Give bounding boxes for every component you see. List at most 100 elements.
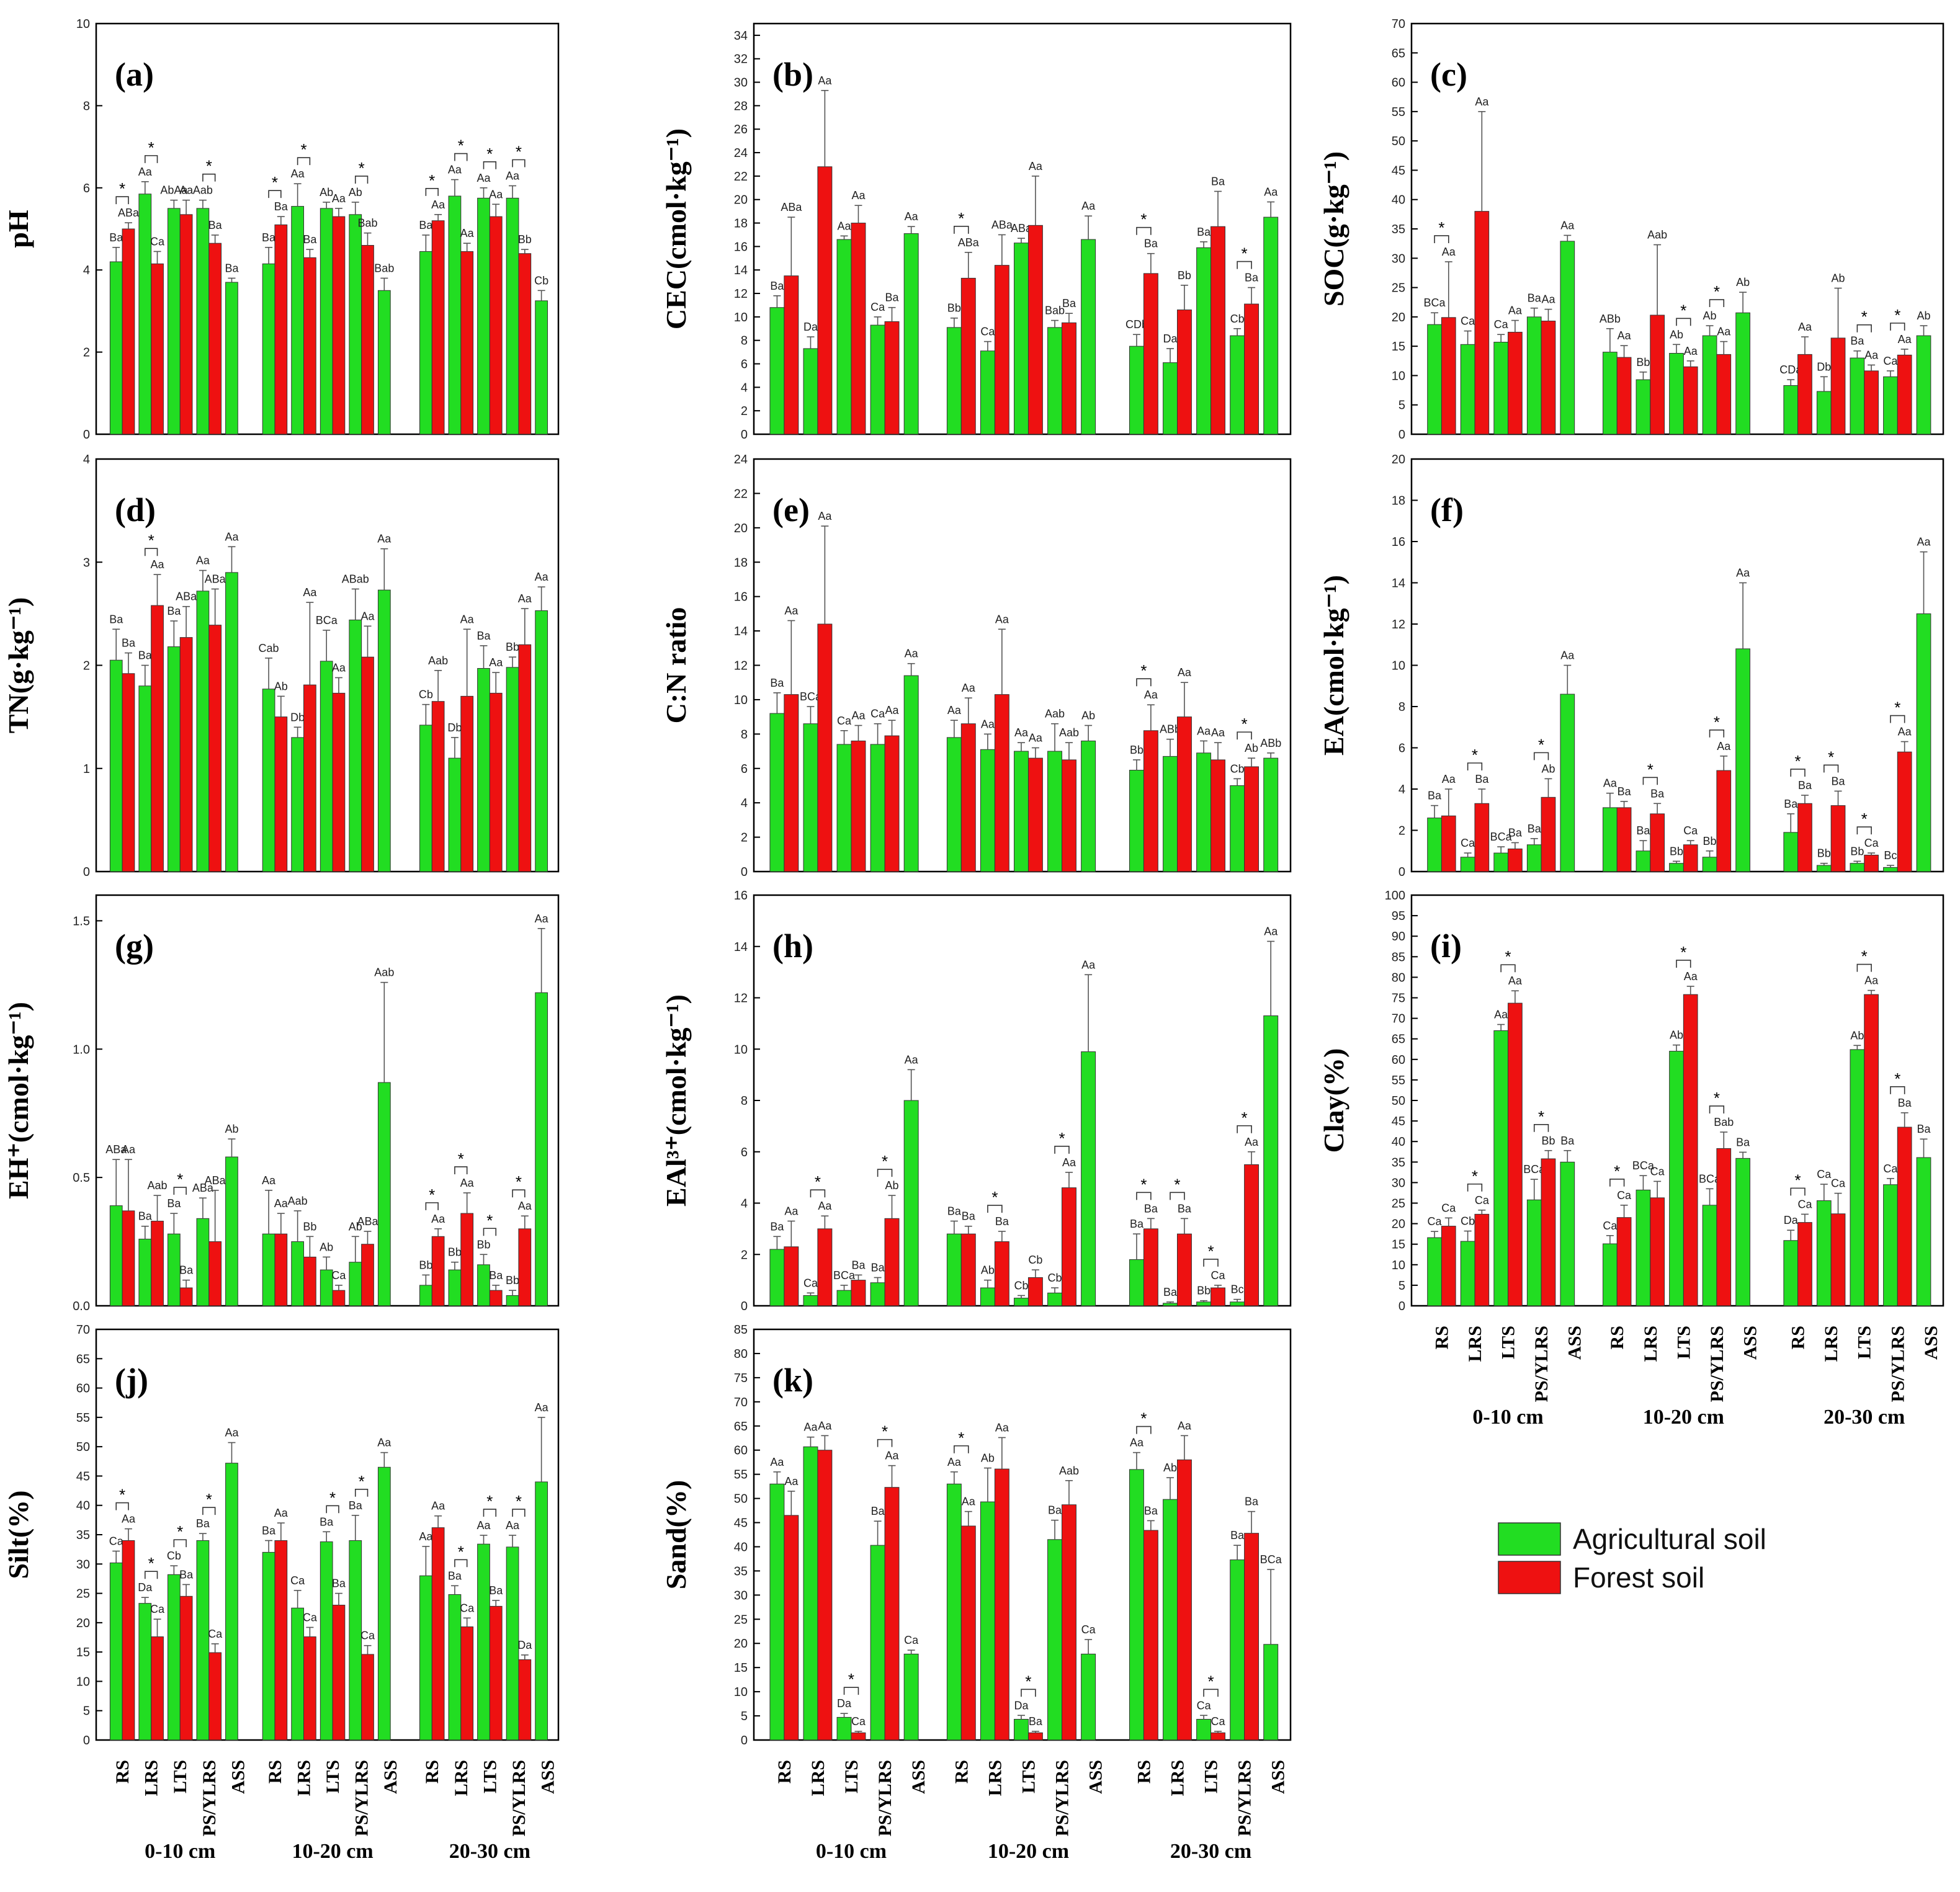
- forest-bar-j: [208, 1652, 222, 1741]
- letter-label-d: ABa: [205, 573, 226, 585]
- y-tick-label-e: 18: [734, 556, 748, 569]
- significance-bracket-c: [1676, 318, 1691, 326]
- letter-label-d: Db: [447, 721, 462, 734]
- letter-label-f: Ab: [1541, 762, 1555, 775]
- significance-star-k: *: [1207, 1672, 1214, 1690]
- forest-bar-e: [960, 723, 976, 872]
- agricultural-bar-c: [1850, 357, 1865, 435]
- agricultural-bar-c: [1816, 391, 1832, 435]
- letter-label-c: Aa: [1798, 321, 1812, 333]
- letter-label-i: Ca: [1428, 1215, 1443, 1228]
- y-axis-label-k: Sand(%): [660, 1480, 692, 1589]
- y-tick-label-i: 50: [1392, 1094, 1405, 1108]
- forest-bar-f: [1897, 751, 1912, 872]
- agricultural-bar-f: [1669, 863, 1684, 872]
- agricultural-bar-f: [1493, 852, 1509, 872]
- x-category-label-k: LRS: [1167, 1760, 1188, 1796]
- letter-label-k: Ab: [981, 1452, 995, 1465]
- y-tick-label-c: 20: [1392, 311, 1405, 324]
- forest-bar-a: [151, 263, 164, 435]
- y-tick-label-f: 8: [1398, 700, 1405, 714]
- y-tick-label-k: 35: [734, 1564, 748, 1578]
- agricultural-bar-a: [535, 300, 548, 435]
- letter-label-c: Aa: [1442, 246, 1456, 258]
- letter-label-c: Bb: [1636, 356, 1650, 368]
- forest-bar-a: [332, 216, 346, 435]
- y-tick-label-h: 16: [734, 889, 748, 903]
- y-tick-label-c: 70: [1392, 17, 1405, 31]
- forest-bar-i: [1508, 1002, 1523, 1306]
- forest-bar-b: [1210, 226, 1225, 435]
- letter-label-g: Ba: [167, 1197, 181, 1210]
- forest-bar-d: [518, 644, 532, 872]
- y-tick-label-e: 12: [734, 659, 748, 673]
- y-tick-label-g: 0.5: [73, 1171, 90, 1185]
- agricultural-bar-h: [1047, 1292, 1063, 1306]
- letter-label-c: Ab: [1917, 310, 1930, 322]
- letter-label-k: Aa: [995, 1421, 1009, 1434]
- letter-label-e: Aab: [1059, 726, 1079, 739]
- letter-label-g: Aa: [460, 1177, 475, 1189]
- significance-star-e: *: [1242, 715, 1248, 733]
- agricultural-bar-b: [1129, 346, 1144, 435]
- forest-bar-g: [460, 1213, 474, 1306]
- x-category-label-j: PS/YLRS: [509, 1760, 529, 1836]
- letter-label-j: Ba: [332, 1577, 346, 1590]
- agricultural-bar-j: [138, 1603, 152, 1741]
- significance-star-c: *: [1438, 218, 1444, 237]
- x-category-label-i: LTS: [1855, 1326, 1875, 1359]
- agricultural-bar-e: [1230, 785, 1245, 872]
- letter-label-d: Ba: [477, 630, 491, 642]
- agricultural-bar-g: [349, 1262, 362, 1306]
- letter-label-k: Da: [837, 1697, 852, 1710]
- forest-bar-j: [122, 1540, 135, 1741]
- significance-bracket-e: [1237, 731, 1252, 740]
- significance-star-k: *: [848, 1670, 854, 1689]
- letter-label-g: Ba: [138, 1210, 153, 1223]
- y-tick-label-i: 15: [1392, 1238, 1405, 1252]
- agricultural-bar-b: [836, 239, 852, 435]
- significance-star-i: *: [1505, 947, 1511, 966]
- significance-bracket-a: [483, 161, 497, 169]
- significance-bracket-a: [297, 157, 311, 166]
- significance-bracket-b: [1136, 226, 1152, 235]
- y-tick-label-a: 4: [83, 264, 90, 277]
- letter-label-d: Aa: [196, 555, 210, 567]
- letter-label-e: Ca: [870, 708, 885, 720]
- forest-bar-j: [431, 1527, 445, 1741]
- agricultural-bar-i: [1850, 1049, 1865, 1306]
- letter-label-i: BCa: [1632, 1159, 1655, 1172]
- significance-bracket-f: [1790, 769, 1806, 777]
- x-category-label-i: PS/YLRS: [1707, 1326, 1727, 1402]
- forest-bar-c: [1716, 354, 1732, 435]
- significance-bracket-c: [1434, 235, 1449, 243]
- letter-label-h: Aa: [1062, 1156, 1076, 1169]
- x-category-label-j: ASS: [228, 1760, 248, 1794]
- agricultural-bar-i: [1702, 1205, 1717, 1306]
- agricultural-bar-k: [980, 1501, 995, 1741]
- letter-label-b: Ca: [870, 301, 885, 313]
- forest-bar-h: [1027, 1277, 1043, 1306]
- agricultural-bar-d: [477, 667, 490, 872]
- letter-label-g: Ba: [179, 1264, 194, 1277]
- letter-label-j: Aa: [122, 1513, 136, 1525]
- letter-label-a: Aa: [138, 166, 153, 178]
- depth-group-label-j: 10-20 cm: [292, 1840, 373, 1863]
- forest-bar-e: [1210, 759, 1225, 872]
- y-tick-label-k: 60: [734, 1444, 748, 1458]
- agricultural-bar-g: [448, 1269, 462, 1306]
- agricultural-bar-i: [1669, 1051, 1684, 1306]
- letter-label-g: Bb: [477, 1238, 490, 1251]
- x-category-label-k: ASS: [1268, 1760, 1289, 1794]
- significance-bracket-a: [454, 153, 468, 161]
- letter-label-h: Aa: [1081, 958, 1096, 971]
- depth-group-label-k: 0-10 cm: [816, 1840, 887, 1863]
- y-tick-label-j: 60: [76, 1382, 90, 1396]
- agricultural-bar-d: [291, 737, 305, 872]
- letter-label-e: Aa: [947, 704, 962, 716]
- x-category-label-k: LTS: [1201, 1760, 1222, 1793]
- forest-bar-c: [1683, 366, 1698, 435]
- letter-label-b: Cb: [1230, 313, 1245, 325]
- y-tick-label-e: 22: [734, 487, 748, 501]
- forest-bar-g: [122, 1210, 135, 1306]
